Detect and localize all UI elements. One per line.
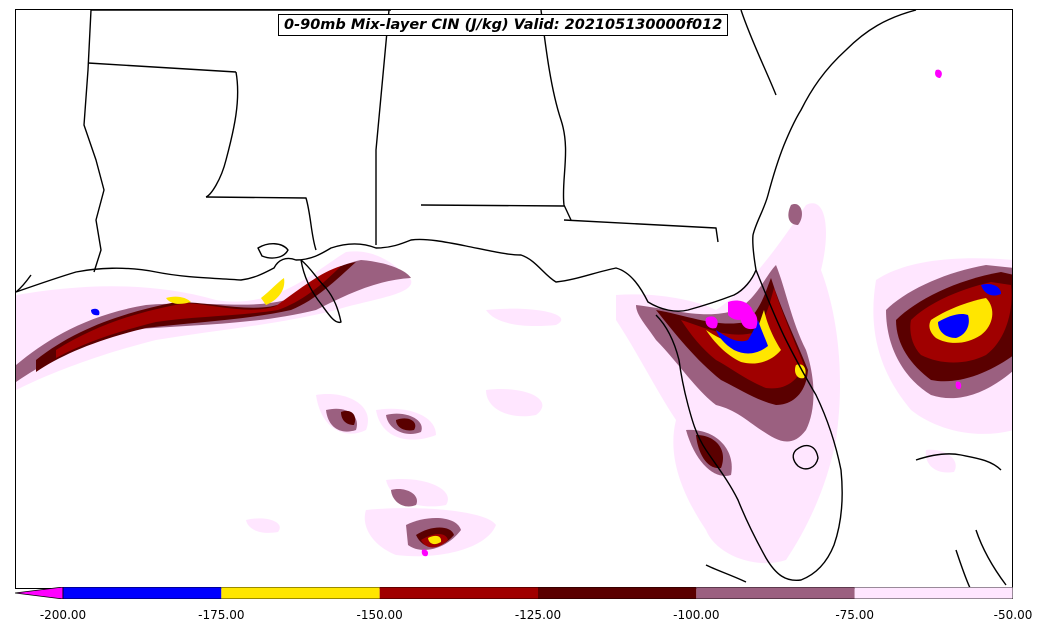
- colorbar-tick-label: -75.00: [835, 608, 874, 622]
- alabama-georgia-border: [540, 10, 572, 221]
- mississippi-delta: [300, 259, 342, 324]
- colorbar: [15, 587, 1013, 599]
- cin-band-magenta: [421, 69, 962, 557]
- map-frame: 0-90mb Mix-layer CIN (J/kg) Valid: 20210…: [15, 9, 1013, 589]
- cin-band-mauve: [16, 204, 1012, 550]
- colorbar-tick-label: -200.00: [39, 608, 87, 622]
- map-title: 0-90mb Mix-layer CIN (J/kg) Valid: 20210…: [278, 14, 729, 36]
- georgia-florida-border: [563, 219, 719, 243]
- colorbar-tick-label: -175.00: [198, 608, 245, 622]
- lake-pontchartrain: [257, 243, 289, 259]
- colorbar-tick-label: -150.00: [356, 608, 403, 622]
- mississippi-alabama-border: [375, 10, 390, 245]
- texas-coastline: [16, 274, 32, 293]
- coastlines-and-borders: [16, 10, 1007, 588]
- alabama-florida-border: [420, 204, 565, 207]
- colorbar-tick-label: -50.00: [993, 608, 1033, 622]
- colorbar-bins: [63, 587, 1013, 599]
- florida-east-coast: [655, 269, 843, 582]
- keys-coastline: [705, 564, 747, 583]
- colorbar-bin-0: [63, 587, 222, 599]
- bahamas-island-2: [975, 529, 1007, 586]
- cin-band-blue: [91, 284, 1001, 354]
- georgia-sc-border: [740, 10, 777, 96]
- cin-field: [16, 69, 1012, 564]
- mississippi-river-border: [205, 71, 239, 198]
- colorbar-tick-label: -100.00: [673, 608, 720, 622]
- colorbar-bin-2: [379, 587, 538, 599]
- gulf-coastline: [16, 10, 917, 312]
- louisiana-mississippi-border: [205, 196, 317, 251]
- colorbar-bin-1: [221, 587, 380, 599]
- colorbar-tick-label: -125.00: [514, 608, 562, 622]
- cuba-coastline: [915, 453, 1002, 471]
- bahamas-island: [955, 549, 971, 588]
- colorbar-under-triangle: [15, 587, 64, 599]
- colorbar-bin-5: [854, 587, 1013, 599]
- cin-band-pink: [16, 203, 1012, 564]
- texas-louisiana-border: [83, 10, 105, 273]
- colorbar-bin-4: [696, 587, 855, 599]
- cin-map: [16, 10, 1012, 588]
- colorbar-bin-3: [538, 587, 697, 599]
- lake-okeechobee: [792, 444, 819, 470]
- arkansas-louisiana-border: [87, 62, 237, 73]
